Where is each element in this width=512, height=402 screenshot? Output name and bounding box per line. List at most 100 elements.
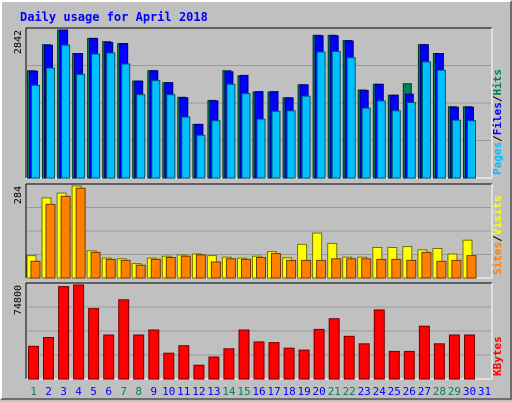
bar-sites-day-3 — [60, 195, 71, 279]
bar-kbytes-day-13 — [208, 356, 220, 380]
bar-sites-day-21 — [331, 258, 342, 279]
bar-sites-day-26 — [406, 259, 417, 279]
bar-sites-day-30 — [466, 255, 477, 279]
series-label-part: / — [491, 235, 504, 242]
bar-pages-day-1 — [31, 84, 40, 179]
bar-kbytes-day-17 — [268, 342, 280, 380]
bar-sites-day-9 — [150, 258, 161, 279]
bar-pages-day-6 — [106, 52, 116, 179]
day-label-10: 10 — [162, 385, 175, 398]
bar-pages-day-8 — [136, 94, 146, 179]
bar-kbytes-day-3 — [58, 286, 70, 380]
bar-sites-day-10 — [165, 257, 176, 279]
day-label-25: 25 — [388, 385, 401, 398]
bar-sites-day-1 — [30, 260, 41, 279]
day-label-17: 17 — [267, 385, 280, 398]
bar-pages-day-24 — [376, 100, 386, 179]
bar-kbytes-day-21 — [328, 318, 340, 380]
bar-sites-day-16 — [256, 257, 266, 279]
bar-kbytes-day-15 — [238, 329, 250, 380]
bar-pages-day-12 — [196, 134, 206, 179]
day-label-13: 13 — [207, 385, 220, 398]
bar-kbytes-day-27 — [418, 325, 430, 380]
bar-pages-day-16 — [256, 118, 266, 179]
bar-pages-day-11 — [181, 116, 191, 179]
bar-sites-day-2 — [45, 203, 56, 279]
day-label-14: 14 — [222, 385, 236, 398]
series-label-part: / — [491, 135, 504, 142]
pages-files-hits-series-label: Pages/Files/Hits — [491, 69, 504, 175]
bar-kbytes-day-23 — [358, 343, 370, 380]
day-label-18: 18 — [282, 385, 295, 398]
day-label-22: 22 — [343, 385, 356, 398]
bar-pages-day-10 — [166, 94, 176, 179]
bar-pages-day-23 — [361, 107, 371, 179]
bar-kbytes-day-11 — [178, 345, 190, 380]
day-label-21: 21 — [328, 385, 341, 398]
bar-kbytes-day-18 — [283, 347, 295, 380]
series-label-part: Files — [491, 102, 504, 135]
bar-pages-day-13 — [211, 120, 221, 179]
panels: 2842Pages/Files/Hits284Sites/Visits74800… — [13, 27, 504, 380]
bar-sites-day-25 — [391, 258, 402, 279]
bar-kbytes-day-30 — [464, 334, 475, 380]
bar-kbytes-day-12 — [193, 364, 205, 380]
bar-sites-day-27 — [421, 251, 432, 279]
bar-sites-day-5 — [90, 251, 101, 279]
bar-pages-day-20 — [316, 51, 326, 179]
bar-sites-day-14 — [225, 258, 236, 279]
day-label-6: 6 — [105, 385, 112, 398]
bar-pages-day-28 — [436, 69, 446, 179]
series-label-part: / — [491, 95, 504, 102]
bar-sites-day-7 — [120, 259, 131, 279]
bar-kbytes-day-19 — [298, 349, 310, 380]
bar-sites-day-11 — [180, 255, 191, 279]
bar-kbytes-day-28 — [433, 343, 445, 380]
day-label-3: 3 — [60, 385, 67, 398]
bar-sites-day-15 — [241, 258, 251, 279]
visits-sites-series-label: Sites/Visits — [491, 196, 504, 276]
bar-sites-day-22 — [346, 258, 357, 279]
bar-kbytes-day-14 — [223, 348, 235, 380]
bar-pages-day-19 — [301, 95, 311, 179]
bar-pages-day-18 — [286, 110, 296, 179]
bar-sites-day-8 — [135, 264, 146, 279]
bar-pages-day-5 — [91, 53, 101, 179]
bar-pages-day-9 — [151, 80, 161, 179]
kbytes-series-label: KBytes — [491, 336, 504, 376]
day-label-11: 11 — [177, 385, 190, 398]
series-label-part: KBytes — [491, 336, 504, 376]
bar-pages-day-3 — [61, 44, 71, 179]
bar-sites-day-17 — [271, 253, 281, 279]
chart-title: Daily usage for April 2018 — [20, 10, 208, 24]
day-label-31: 31 — [478, 385, 491, 398]
bar-kbytes-day-16 — [253, 341, 265, 380]
bar-sites-day-28 — [436, 260, 447, 279]
series-label-part: Sites — [491, 242, 504, 275]
bar-pages-day-21 — [331, 51, 341, 179]
bar-kbytes-day-25 — [388, 350, 400, 380]
visits-sites-ymax-label: 284 — [13, 186, 24, 204]
bar-sites-day-20 — [316, 259, 327, 279]
day-label-29: 29 — [448, 385, 461, 398]
bar-kbytes-day-1 — [28, 345, 39, 380]
series-label-part: Hits — [491, 69, 504, 96]
bar-kbytes-day-2 — [43, 337, 54, 380]
day-label-7: 7 — [120, 385, 127, 398]
bar-kbytes-day-8 — [133, 334, 145, 380]
bar-kbytes-day-24 — [373, 309, 385, 380]
day-label-9: 9 — [150, 385, 157, 398]
bar-pages-day-22 — [346, 57, 356, 179]
day-label-2: 2 — [45, 385, 52, 398]
bar-sites-day-23 — [361, 258, 372, 279]
bar-kbytes-day-5 — [88, 308, 100, 380]
bar-pages-day-27 — [421, 61, 431, 179]
day-label-20: 20 — [312, 385, 325, 398]
bar-sites-day-24 — [376, 258, 387, 279]
bar-kbytes-day-22 — [343, 335, 355, 380]
bar-sites-day-29 — [451, 259, 462, 279]
bar-pages-day-17 — [271, 110, 281, 179]
